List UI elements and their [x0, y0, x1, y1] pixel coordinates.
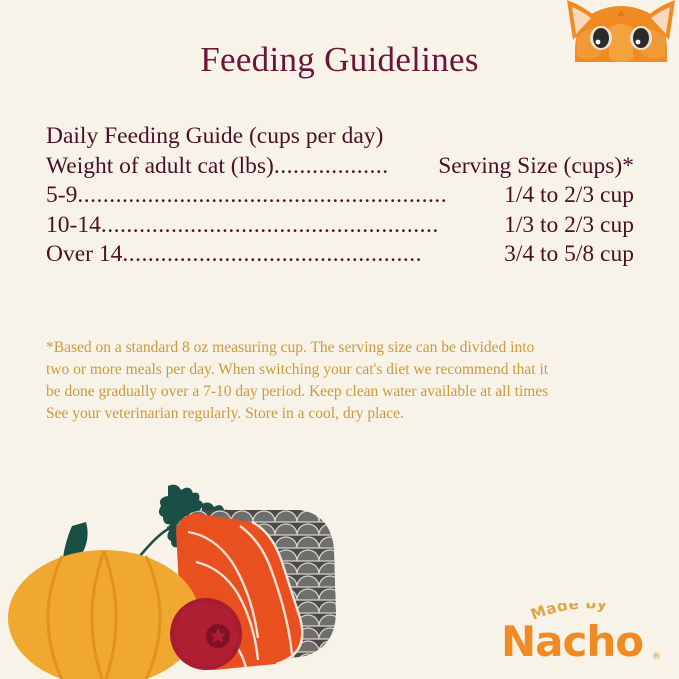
- made-by-text: Made by: [528, 603, 607, 624]
- footnote-line-2: two or more meals per day. When switchin…: [46, 361, 549, 378]
- guide-header-row: Weight of adult cat (lbs) ..............…: [46, 152, 634, 182]
- row-dots: ........................................…: [122, 241, 422, 267]
- table-row: 10-14 ..................................…: [46, 211, 634, 241]
- row-weight-label: 10-14: [46, 211, 101, 238]
- guide-heading: Daily Feeding Guide (cups per day): [46, 123, 384, 149]
- cranberry: [170, 598, 242, 670]
- footnote-text: *Based on a standard 8 oz measuring cup.…: [46, 337, 634, 425]
- row-weight-label: 5-9: [46, 182, 78, 208]
- row-serving-value: 1/4 to 2/3 cup: [504, 182, 634, 208]
- row-serving-value: 1/3 to 2/3 cup: [504, 211, 634, 238]
- pumpkin: [8, 522, 200, 679]
- footnote-line-3: be done gradually over a 7-10 day period…: [46, 383, 549, 400]
- guide-header-label: Weight of adult cat (lbs): [46, 152, 274, 179]
- page-title: Feeding Guidelines: [200, 40, 479, 79]
- table-row: 5-9 ....................................…: [46, 181, 634, 211]
- guide-header-value: Serving Size (cups)*: [438, 152, 634, 179]
- row-dots: ........................................…: [77, 182, 448, 208]
- brand-name: Nacho: [501, 617, 644, 666]
- row-weight-label: Over 14: [46, 241, 123, 267]
- produce-illustration: [0, 470, 370, 679]
- footnote-line-1: *Based on a standard 8 oz measuring cup.…: [46, 339, 535, 356]
- footnote-line-4: See your veterinarian regularly. Store i…: [46, 405, 404, 422]
- guide-header-dots: ..................: [273, 152, 389, 179]
- row-dots: ........................................…: [100, 211, 439, 238]
- row-serving-value: 3/4 to 5/8 cup: [504, 241, 634, 267]
- table-row: Over 14 ................................…: [46, 240, 634, 270]
- feeding-guide-table: Daily Feeding Guide (cups per day) Weigh…: [46, 122, 634, 270]
- registered-mark: ®: [652, 652, 661, 662]
- brand-logo: Made by Nacho ®: [501, 603, 661, 665]
